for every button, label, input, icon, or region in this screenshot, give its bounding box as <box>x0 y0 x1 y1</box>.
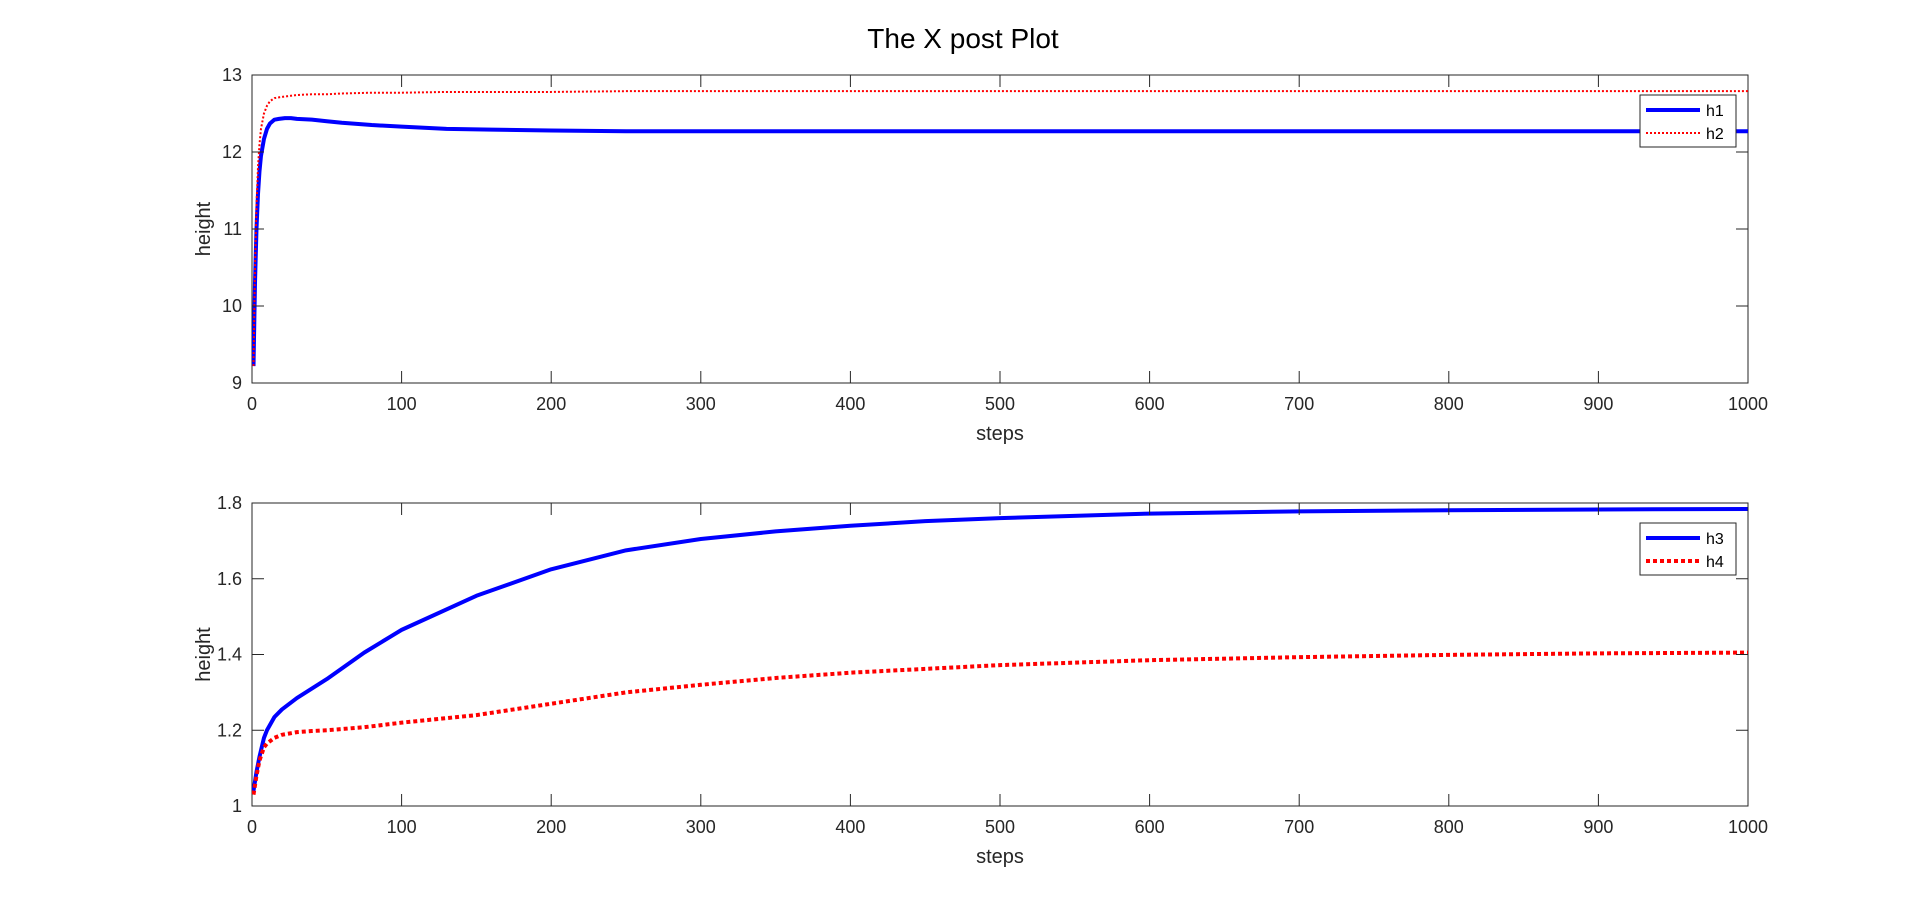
series-line-h1 <box>252 116 1748 367</box>
subplot-1-ytick-label: 10 <box>222 296 242 316</box>
subplot-1-xtick-label: 900 <box>1583 394 1613 414</box>
subplot-1: 0 100 200 300 400 500 600 700 800 900 1000 9 10 11 12 1… <box>193 65 1768 445</box>
subplot-1-xtick-label: 100 <box>387 394 417 414</box>
series-line-h4 <box>252 650 1748 795</box>
subplot-1-ytick-label: 12 <box>222 142 242 162</box>
subplot-1-xtick-label: 200 <box>536 394 566 414</box>
legend-box <box>1639 94 1737 148</box>
subplot-2-ytick-label: 1.6 <box>217 569 242 589</box>
subplot-1-xtick-label: 600 <box>1135 394 1165 414</box>
subplot-1-xtick-label: 800 <box>1434 394 1464 414</box>
subplot-1-xtick-label: 300 <box>686 394 716 414</box>
figure-title: The X post Plot <box>867 23 1059 54</box>
subplot-2-xtick-label: 700 <box>1284 817 1314 837</box>
subplot-1-ylabel: height <box>193 201 215 256</box>
subplot-2-xtick-label: 800 <box>1434 817 1464 837</box>
subplot-1-axes-box <box>251 74 1749 384</box>
legend-label-h2: h2 <box>1706 126 1724 143</box>
subplot-1-xtick-label: 0 <box>247 394 257 414</box>
subplot-2-xtick-label: 900 <box>1583 817 1613 837</box>
subplot-1-ytick-label: 9 <box>232 373 242 393</box>
subplot-2-xtick-label: 200 <box>536 817 566 837</box>
subplot-1-xlabel: steps <box>976 423 1024 445</box>
subplot-2-xtick-label: 500 <box>985 817 1015 837</box>
subplot-2-xlabel: steps <box>976 846 1024 868</box>
subplot-1-ytick-label: 13 <box>222 65 242 85</box>
subplot-1-xtick-label: 400 <box>835 394 865 414</box>
subplot-2-xtick-label: 300 <box>686 817 716 837</box>
subplot-2-ytick-label: 1.4 <box>217 645 242 665</box>
subplot-1-xtick-label: 1000 <box>1728 394 1768 414</box>
legend-label-h3: h3 <box>1706 531 1724 548</box>
subplot-2-xtick-label: 400 <box>835 817 865 837</box>
subplot-1-xtick-label: 500 <box>985 394 1015 414</box>
subplot-2-ytick-label: 1.2 <box>217 720 242 740</box>
legend-box <box>1639 522 1737 576</box>
subplot-1-xtick-label: 700 <box>1284 394 1314 414</box>
series-line-h2 <box>252 90 1748 367</box>
legend-label-h1: h1 <box>1706 103 1724 120</box>
subplot-2-xtick-label: 100 <box>387 817 417 837</box>
legend-label-h4: h4 <box>1706 554 1724 571</box>
subplot-2-xtick-label: 0 <box>247 817 257 837</box>
subplot-2: 0 100 200 300 400 500 600 700 800 900 1000 1 1.2 1.4 1… <box>193 493 1768 868</box>
subplot-1-ytick-label: 11 <box>223 219 242 239</box>
subplot-2-ytick-label: 1 <box>232 796 242 816</box>
subplot-2-xtick-label: 600 <box>1135 817 1165 837</box>
subplot-2-ylabel: height <box>193 627 215 682</box>
subplot-2-xtick-label: 1000 <box>1728 817 1768 837</box>
subplot-2-ytick-label: 1.8 <box>217 493 242 513</box>
